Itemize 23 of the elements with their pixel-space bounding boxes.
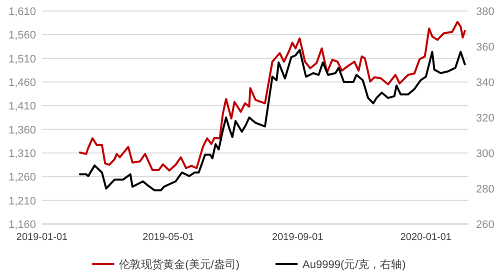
y-tick-label: 1,210 [8,195,36,208]
legend-label: 伦敦现货黄金(美元/盎司) [119,258,240,271]
y-tick-label: 1,610 [8,6,36,18]
y-tick-label: 1,360 [8,124,36,136]
y-tick-label: 1,410 [8,100,36,113]
y2-tick-label: 340 [476,77,494,89]
y2-tick-label: 320 [476,112,494,124]
y-tick-label: 1,260 [8,172,36,184]
x-tick-label: 2019-09-01 [272,232,324,243]
x-tick-label: 2019-05-01 [142,232,194,243]
y-tick-label: 1,310 [8,148,36,160]
x-tick-label: 2019-01-01 [16,232,68,243]
y-tick-label: 1,560 [8,30,36,42]
x-tick-label: 2020-01-01 [400,232,452,243]
y2-tick-label: 360 [476,42,494,54]
y-tick-label: 1,160 [8,219,36,231]
y2-tick-label: 380 [476,6,494,18]
y2-tick-label: 280 [476,184,494,196]
y2-tick-label: 260 [476,219,494,231]
y-tick-label: 1,460 [8,77,36,89]
y2-tick-label: 300 [476,148,494,160]
y-tick-label: 1,510 [8,53,36,66]
legend-label: Au9999(元/克，右轴) [302,258,406,271]
